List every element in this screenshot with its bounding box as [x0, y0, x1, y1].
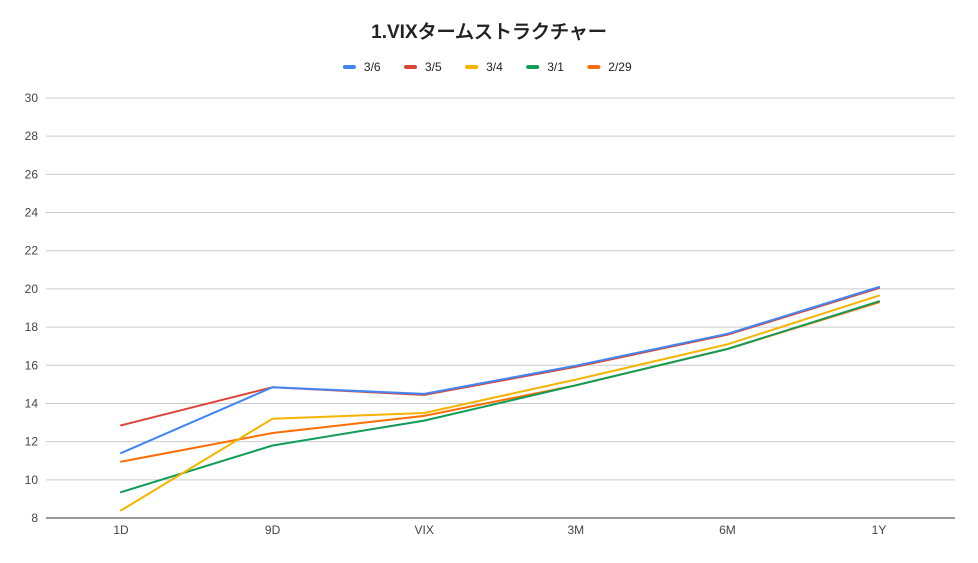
legend-label: 3/5	[425, 60, 442, 74]
legend-swatch	[404, 65, 417, 69]
legend-swatch	[342, 65, 356, 69]
y-tick-label: 22	[25, 244, 39, 258]
legend-label: 3/1	[547, 60, 564, 74]
x-tick-label: 6M	[719, 523, 736, 537]
y-tick-label: 16	[25, 358, 39, 372]
legend-swatch	[526, 65, 540, 69]
series-line-3-1	[120, 300, 880, 494]
legend-item: 2/29	[587, 60, 632, 74]
legend-swatch	[465, 65, 479, 69]
x-axis-tick-labels: 1D 9D VIX 3M 6M 1Y	[113, 523, 886, 537]
y-tick-label: 20	[25, 282, 39, 296]
series-line-3-5	[120, 287, 880, 427]
y-tick-label: 14	[25, 396, 39, 410]
y-tick-label: 30	[25, 91, 39, 105]
series-line-3-4	[120, 294, 880, 512]
y-tick-label: 12	[25, 435, 39, 449]
series-line-3-6	[120, 286, 880, 455]
y-tick-label: 18	[25, 320, 39, 334]
legend-label: 3/4	[486, 60, 503, 74]
legend-label: 2/29	[608, 60, 632, 74]
y-tick-label: 10	[25, 473, 39, 487]
x-tick-label: 1Y	[872, 523, 887, 537]
chart-grid	[46, 97, 955, 519]
legend-item: 3/6	[342, 60, 381, 74]
legend-swatch	[587, 65, 601, 69]
chart-title: 1.VIXタームストラクチャー	[371, 21, 607, 43]
y-tick-label: 8	[31, 511, 38, 525]
legend-item: 3/5	[404, 60, 442, 74]
series-line-2-29	[120, 301, 880, 463]
legend-item: 3/1	[526, 60, 564, 74]
x-tick-label: 1D	[113, 523, 129, 537]
x-tick-label: 3M	[567, 523, 584, 537]
x-tick-label: 9D	[265, 523, 281, 537]
x-tick-label: VIX	[415, 523, 434, 537]
legend-label: 3/6	[364, 60, 381, 74]
y-tick-label: 24	[25, 206, 39, 220]
y-tick-label: 26	[25, 167, 39, 181]
y-axis-tick-labels: 8 10 12 14 16 18 20 22 24 26 28 30	[25, 91, 39, 525]
legend-item: 3/4	[465, 60, 503, 74]
y-tick-label: 28	[25, 129, 39, 143]
series-lines	[120, 286, 880, 512]
chart-legend: 3/6 3/5 3/4 3/1 2/29	[342, 60, 632, 74]
